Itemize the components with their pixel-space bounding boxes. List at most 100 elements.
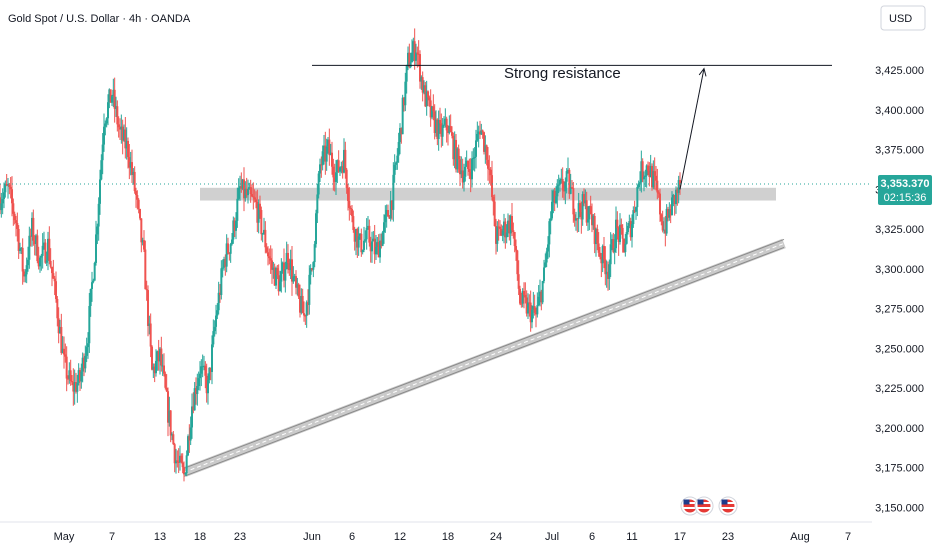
candle-body: [568, 169, 571, 194]
candle-body: [57, 318, 60, 334]
candle-body: [317, 173, 320, 195]
candle-body: [193, 388, 196, 411]
candle-body: [339, 167, 341, 172]
candle-body: [607, 271, 609, 279]
event-flag-icon[interactable]: [718, 496, 738, 516]
candle-body: [435, 119, 437, 133]
candle-body: [611, 239, 613, 245]
candle-body: [559, 179, 561, 185]
candle-body: [348, 200, 351, 208]
price-tick-label: 3,275.000: [875, 304, 924, 316]
candle-body: [36, 235, 39, 262]
candle-body: [121, 126, 124, 141]
candle-body: [441, 125, 444, 137]
time-tick-label: 12: [394, 531, 406, 543]
candle-body: [132, 171, 135, 175]
candle-body: [524, 294, 527, 298]
candle-body: [623, 238, 625, 253]
candle-body: [164, 373, 167, 388]
candle-body: [204, 365, 207, 376]
currency-box[interactable]: [880, 5, 926, 31]
candle-body: [413, 41, 416, 61]
resistance-label: Strong resistance: [504, 65, 621, 82]
candle-body: [76, 382, 79, 392]
candle-body: [212, 331, 215, 345]
candle-body: [200, 366, 203, 374]
candle-body: [557, 184, 560, 186]
time-tick-label: 18: [194, 531, 206, 543]
candle-body: [167, 391, 169, 423]
candle-body: [363, 240, 365, 250]
candle-body: [168, 410, 171, 423]
candle-body: [380, 240, 383, 246]
candle-body: [308, 274, 311, 305]
candle-body: [507, 220, 509, 233]
candle-body: [248, 187, 251, 190]
candle-body: [475, 140, 477, 157]
candle-body: [505, 232, 508, 238]
candle-body: [384, 214, 387, 223]
candle-body: [549, 218, 552, 222]
candle-body: [440, 123, 443, 137]
candle-body: [72, 382, 75, 392]
candle-body: [397, 141, 400, 156]
time-tick-label: 7: [109, 531, 115, 543]
candle-body: [237, 187, 240, 199]
candle-body: [195, 388, 197, 395]
candle-body: [493, 201, 496, 227]
candle-body: [340, 166, 343, 168]
candle-body: [188, 436, 191, 441]
candle-body: [351, 209, 353, 217]
candle-body: [201, 366, 204, 368]
time-tick-label: 13: [154, 531, 166, 543]
candle-body: [153, 366, 156, 374]
time-tick-label: Aug: [790, 531, 810, 543]
candle-body: [65, 356, 68, 379]
candle-body: [415, 52, 417, 61]
candle-body: [603, 246, 605, 260]
candle-body: [449, 125, 452, 133]
event-flag-icon[interactable]: [694, 496, 714, 516]
candle-body: [521, 291, 524, 304]
candle-body: [123, 129, 125, 141]
candle-body: [529, 302, 532, 323]
candle-body: [391, 200, 393, 210]
candle-body: [219, 292, 221, 295]
candle-body: [412, 41, 415, 53]
candle-body: [292, 276, 295, 282]
time-tick-label: 23: [234, 531, 246, 543]
candle-body: [223, 259, 225, 268]
candle-body: [11, 189, 13, 204]
candle-body: [255, 199, 257, 202]
candle-body: [4, 183, 7, 193]
candle-body: [620, 224, 623, 228]
candle-body: [88, 305, 91, 344]
candle-body: [461, 170, 464, 183]
candle-body: [587, 219, 589, 223]
candle-body: [520, 303, 523, 305]
event-flag-stripe: [697, 502, 711, 504]
projection-arrow-head: [698, 67, 707, 77]
event-flag-canton: [721, 499, 728, 505]
candle-body: [421, 77, 424, 93]
candle-body: [108, 89, 111, 103]
candle-body: [431, 106, 433, 118]
candle-body: [551, 201, 553, 219]
candle-body: [644, 175, 647, 178]
candle-body: [511, 216, 513, 231]
candle-body: [209, 367, 212, 372]
candle-body: [405, 65, 408, 82]
candle-body: [41, 245, 44, 256]
candle-body: [141, 240, 144, 243]
candle-body: [56, 298, 59, 319]
candle-body: [93, 262, 96, 281]
candle-body: [652, 171, 655, 188]
candle-body: [100, 160, 103, 180]
candle-body: [12, 203, 15, 214]
candle-body: [495, 226, 497, 244]
candle-body: [307, 302, 309, 305]
time-tick-label: 23: [722, 531, 734, 543]
candle-body: [221, 267, 224, 269]
candle-body: [309, 268, 312, 275]
